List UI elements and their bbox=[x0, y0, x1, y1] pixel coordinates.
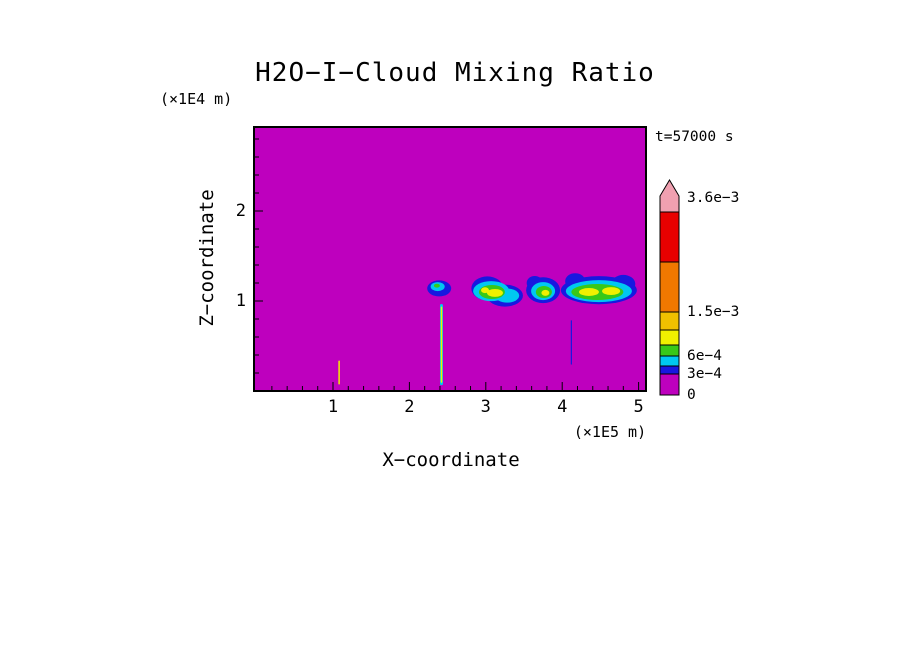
colorbar-segment bbox=[659, 329, 680, 346]
colorbar-segment bbox=[659, 373, 680, 396]
colorbar-tick-label: 1.5e−3 bbox=[687, 304, 740, 320]
colorbar-tick-label: 3e−4 bbox=[687, 366, 722, 382]
cloud-cell bbox=[541, 289, 550, 296]
time-label: t=57000 s bbox=[655, 129, 734, 145]
colorbar-scale bbox=[659, 179, 680, 396]
field-background bbox=[255, 128, 645, 390]
cloud-cell bbox=[433, 283, 440, 288]
x-tick-label: 2 bbox=[404, 397, 415, 417]
cloud-cell bbox=[578, 288, 599, 296]
colorbar-tick-label: 0 bbox=[687, 387, 696, 403]
y-tick-label: 1 bbox=[235, 291, 246, 311]
colorbar-tick-label: 6e−4 bbox=[687, 348, 722, 364]
chart-title: H2O−I−Cloud Mixing Ratio bbox=[255, 58, 655, 88]
x-tick-label: 5 bbox=[633, 397, 644, 417]
colorbar-tick-label: 3.6e−3 bbox=[687, 190, 740, 206]
contour-field bbox=[255, 128, 645, 390]
y-tick-label: 2 bbox=[235, 201, 246, 221]
cloud-cell bbox=[602, 287, 621, 296]
colorbar-segment bbox=[659, 211, 680, 263]
colorbar-segment bbox=[659, 355, 680, 367]
plot-area bbox=[253, 126, 647, 392]
cloud-west bbox=[471, 276, 523, 307]
colorbar-segment bbox=[659, 311, 680, 331]
colorbar-segment bbox=[659, 261, 680, 313]
x-axis-units-label: (×1E5 m) bbox=[573, 423, 647, 441]
colorbar-overflow-arrow bbox=[659, 179, 680, 213]
colorbar: 3.6e−3 1.5e−3 6e−4 3e−4 0 bbox=[658, 176, 808, 408]
cloud-cell bbox=[486, 288, 503, 297]
cloud-middle bbox=[526, 275, 561, 304]
x-tick-label: 3 bbox=[480, 397, 491, 417]
colorbar-segment bbox=[659, 365, 680, 375]
cloud-east-large bbox=[560, 273, 637, 305]
x-tick-label: 4 bbox=[557, 397, 568, 417]
x-tick-label: 1 bbox=[327, 397, 339, 417]
x-axis-title: X−coordinate bbox=[382, 449, 520, 471]
colorbar-segment bbox=[659, 344, 680, 357]
cloud-cell bbox=[481, 287, 490, 294]
axis-ticks bbox=[255, 138, 640, 390]
y-axis-title: Z−coordinate bbox=[196, 189, 218, 327]
small-cloud bbox=[427, 280, 452, 297]
y-axis-units-label: (×1E4 m) bbox=[160, 90, 233, 108]
